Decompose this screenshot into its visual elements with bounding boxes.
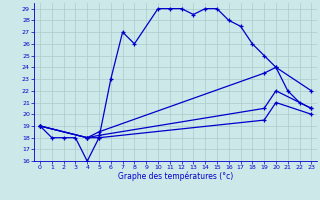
X-axis label: Graphe des températures (°c): Graphe des températures (°c) xyxy=(118,172,233,181)
